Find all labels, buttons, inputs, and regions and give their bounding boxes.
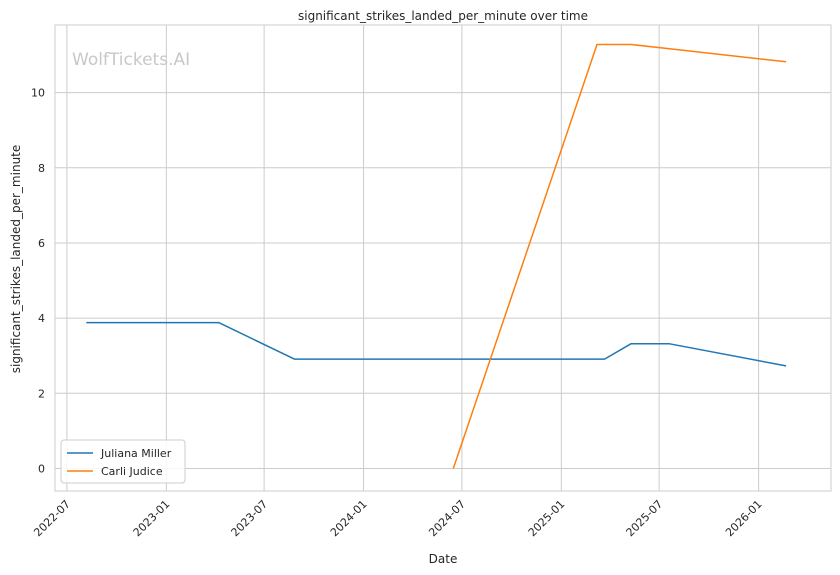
x-axis-label: Date [429,552,458,566]
y-tick-label: 0 [38,462,45,475]
x-gridlines [66,25,760,491]
x-tick-label: 2025-01 [526,498,568,540]
y-tick-label: 4 [38,312,45,325]
legend: Juliana Miller Carli Judice [60,439,186,484]
watermark: WolfTickets.AI [72,50,190,70]
x-tick-label: 2024-07 [426,498,468,540]
y-tick-label: 8 [38,162,45,175]
x-tick-label: 2023-07 [229,498,271,540]
legend-label-juliana-miller: Juliana Miller [100,447,172,460]
x-tick-label: 2022-07 [31,498,73,540]
legend-box [60,439,186,484]
y-tick-label: 10 [31,87,45,100]
y-gridlines [55,92,831,469]
x-tick-label: 2026-01 [723,498,765,540]
x-tick-label: 2023-01 [131,498,173,540]
series-layer [86,43,787,469]
x-axis-ticks: 2022-07 2023-01 2023-07 2024-01 2024-07 2025-… [31,498,764,540]
series-line-juliana-miller [86,321,787,367]
x-tick-label: 2025-07 [624,498,666,540]
legend-label-carli-judice: Carli Judice [101,465,163,478]
y-tick-label: 6 [38,237,45,250]
y-axis-ticks: 0 2 4 6 8 10 [31,87,45,476]
x-tick-label: 2024-01 [328,498,370,540]
plot-area [54,24,832,492]
chart-title: significant_strikes_landed_per_minute ov… [298,9,588,23]
y-axis-label: significant_strikes_landed_per_minute [9,145,23,374]
series-line-carli-judice [452,43,787,469]
y-tick-label: 2 [38,387,45,400]
